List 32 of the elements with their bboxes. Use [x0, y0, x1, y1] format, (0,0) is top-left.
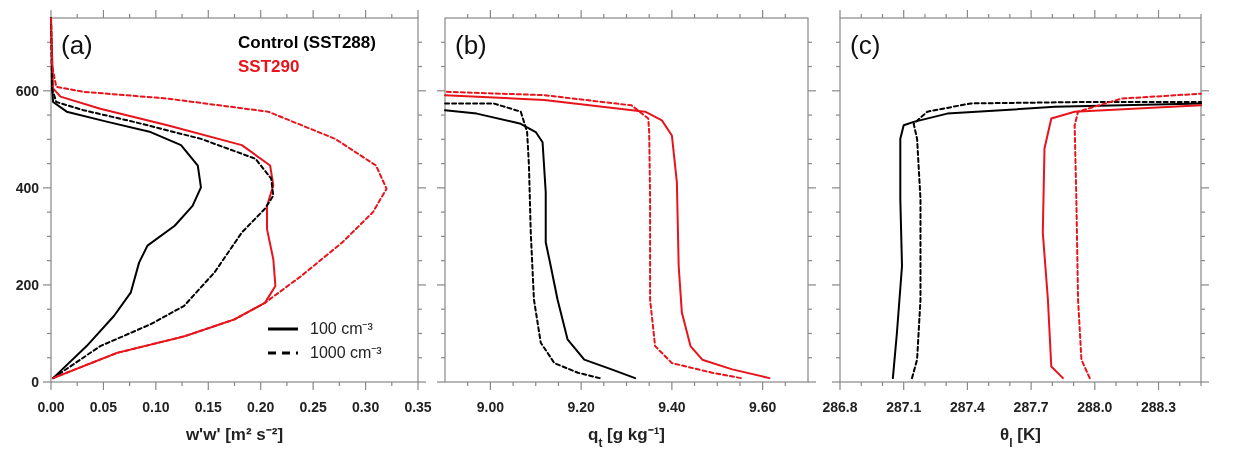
y-tick-label: 400 — [15, 179, 40, 196]
x-tick-label: 9.00 — [476, 399, 505, 415]
y-tick-label: 0 — [31, 374, 40, 390]
text: Control (SST288) — [238, 33, 376, 52]
y-tick-label: 600 — [15, 82, 40, 99]
text: SST290 — [238, 57, 300, 76]
x-tick-label: 0.00 — [37, 399, 65, 415]
x-tick-label: 286.8 — [822, 399, 858, 415]
x-tick-label: 9.40 — [658, 399, 686, 415]
x-tick-label: 0.20 — [247, 399, 275, 415]
x-tick-label: 287.7 — [1013, 399, 1049, 415]
text: (b) — [455, 30, 487, 60]
x-axis-title: w'w' [m² s⁻²] — [184, 425, 284, 444]
x-tick-label: 9.60 — [749, 399, 777, 415]
x-tick-label: 0.10 — [142, 399, 170, 415]
x-tick-label: 0.25 — [299, 399, 327, 415]
x-tick-label: 0.15 — [194, 399, 223, 415]
x-tick-label: 287.4 — [949, 399, 986, 415]
x-tick-label: 0.35 — [404, 399, 432, 415]
annotation: 1000 cm⁻³ — [310, 344, 383, 361]
text: (c) — [850, 30, 881, 60]
x-tick-label: 288.0 — [1077, 399, 1113, 415]
text: (a) — [61, 30, 93, 60]
x-tick-label: 287.1 — [886, 399, 922, 415]
x-tick-label: 0.05 — [89, 399, 118, 415]
y-tick-label: 200 — [15, 276, 40, 293]
annotation: 100 cm⁻³ — [310, 320, 374, 337]
x-tick-label: 288.3 — [1141, 399, 1177, 415]
x-tick-label: 9.20 — [567, 399, 595, 415]
x-tick-label: 0.30 — [351, 399, 380, 415]
x-axis-title: θ$_{l}$ [K] — [1000, 425, 1041, 450]
x-axis-title: q$_{t}$ [g kg⁻¹] — [587, 425, 666, 450]
